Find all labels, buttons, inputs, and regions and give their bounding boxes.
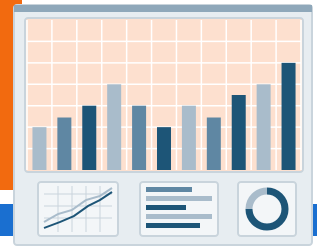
bar	[157, 127, 171, 170]
bar	[282, 63, 296, 170]
bar	[32, 127, 46, 170]
bar	[182, 106, 196, 170]
bar	[132, 106, 146, 170]
bar	[57, 118, 71, 171]
bar	[232, 95, 246, 170]
bar	[107, 84, 121, 170]
illustration	[0, 0, 317, 249]
bar	[82, 106, 96, 170]
board-top	[14, 5, 312, 12]
line-card	[38, 182, 118, 236]
bar	[207, 118, 221, 171]
bar	[257, 84, 271, 170]
